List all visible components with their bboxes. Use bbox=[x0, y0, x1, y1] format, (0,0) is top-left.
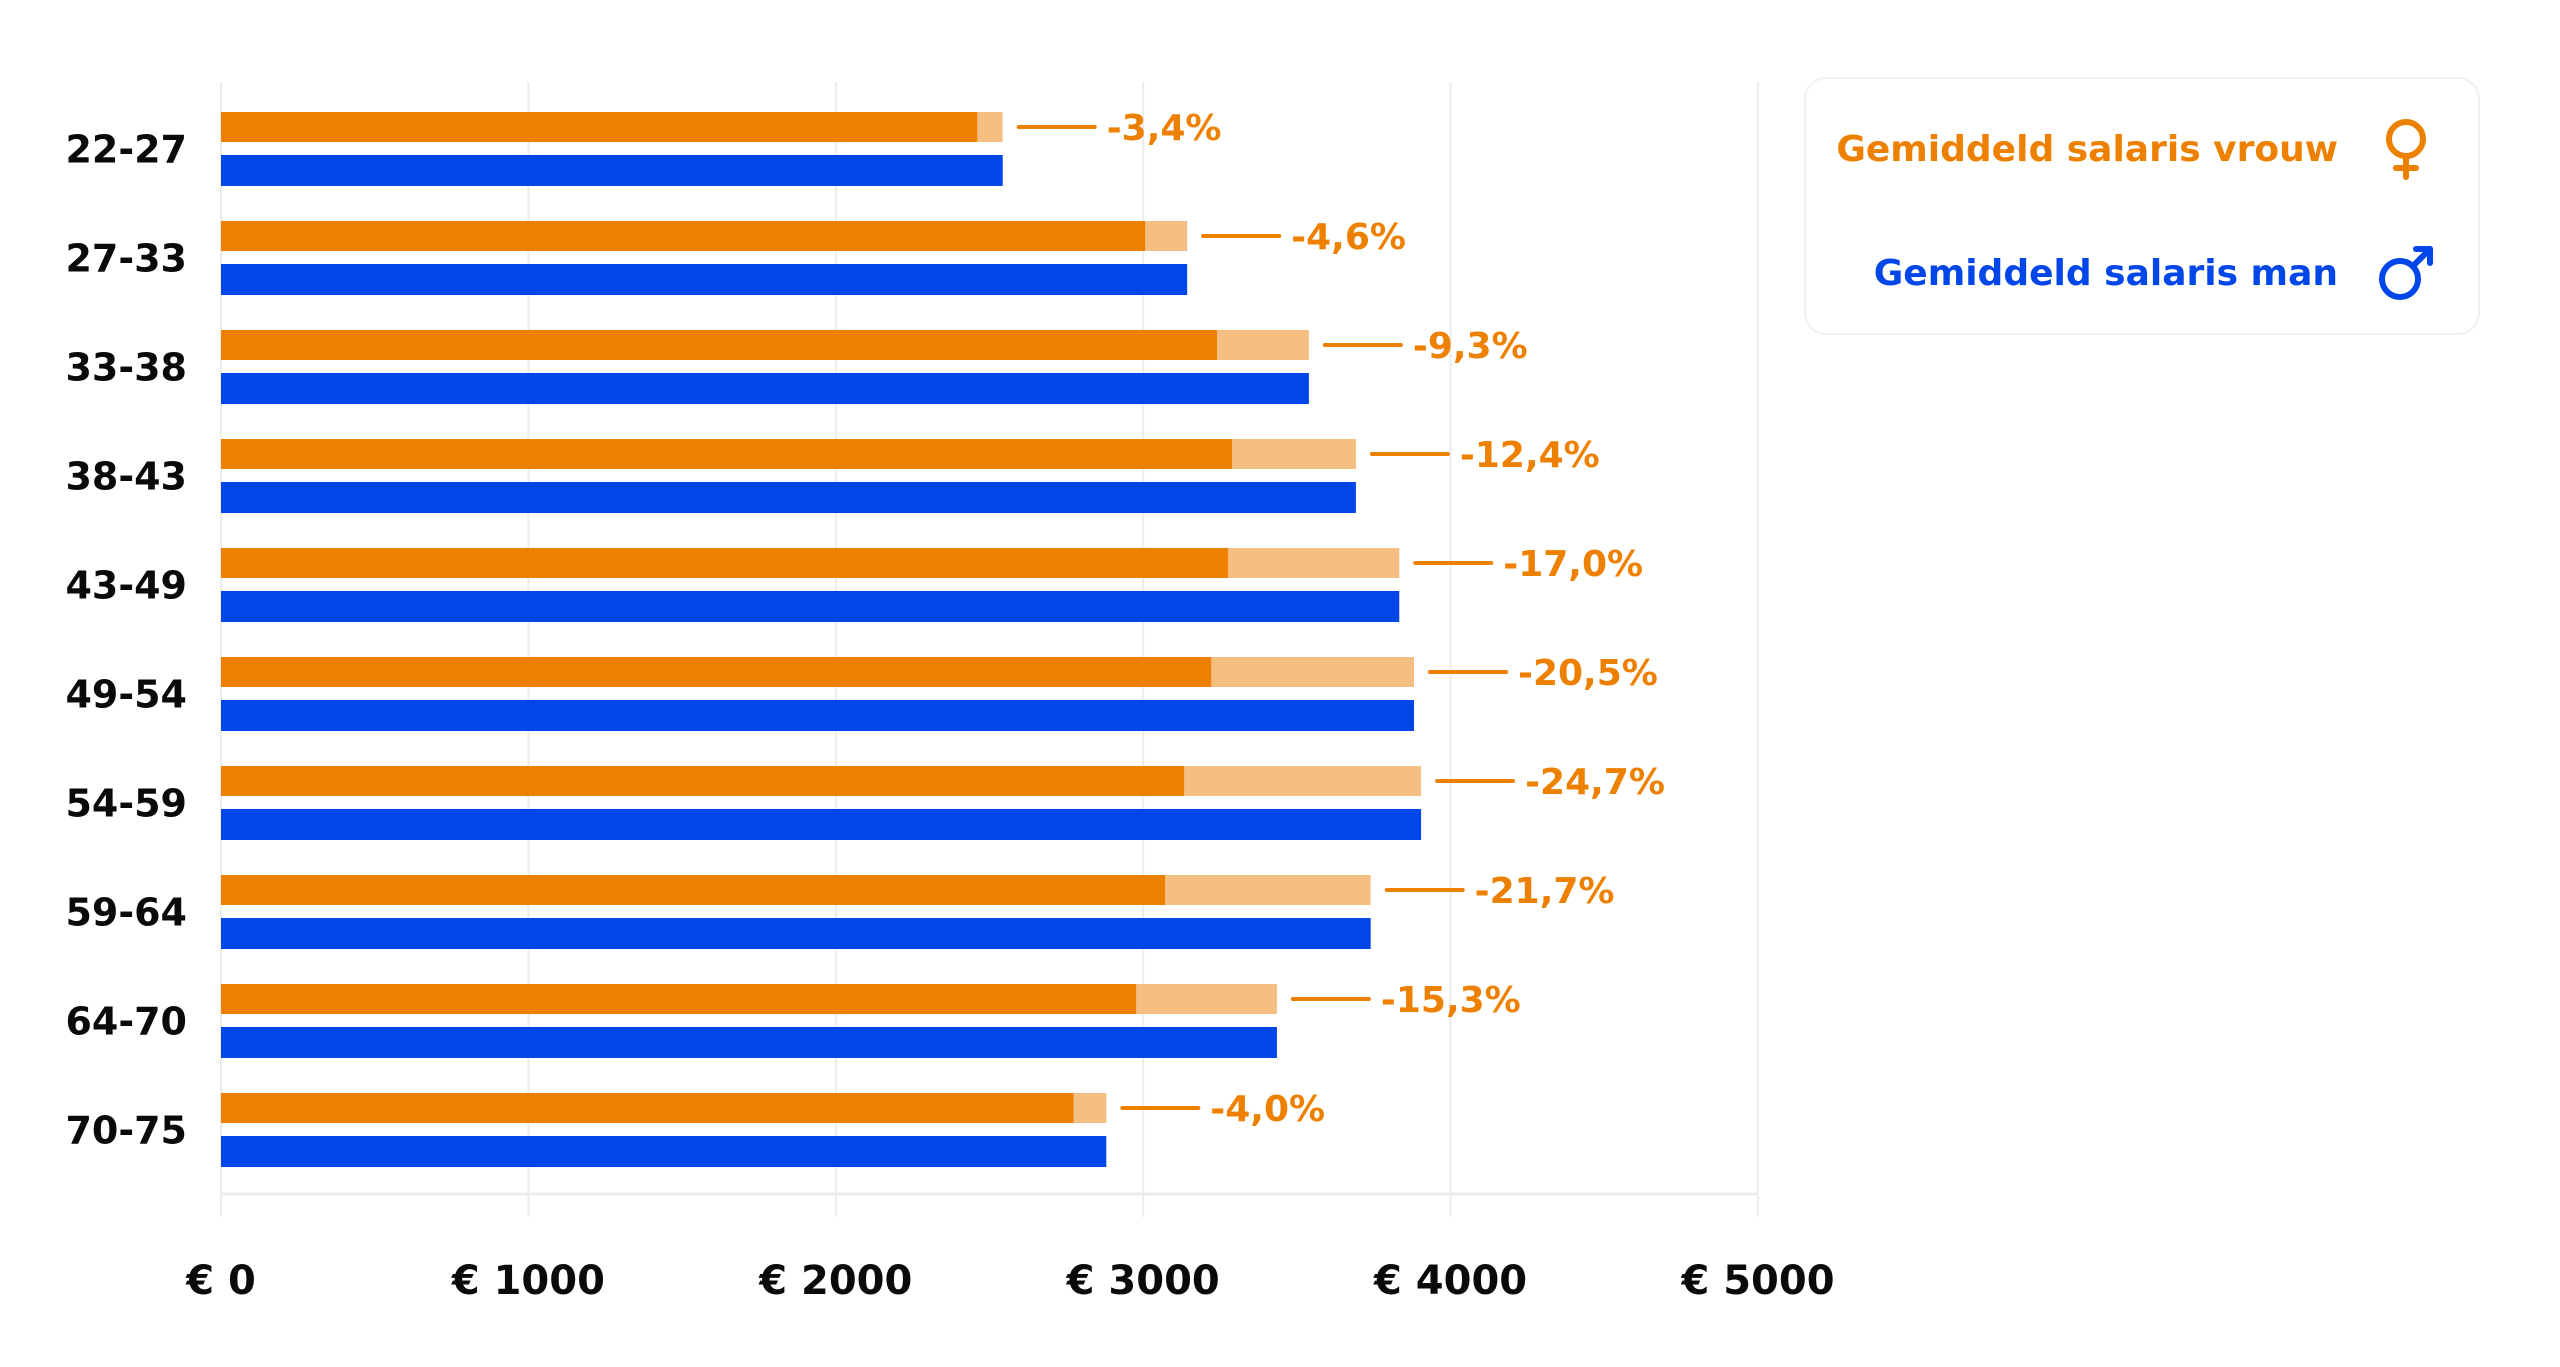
bar-female-70-75 bbox=[221, 1093, 1074, 1123]
category-label: 38-43 bbox=[65, 455, 187, 499]
bar-female-33-38 bbox=[221, 330, 1217, 360]
legend-label-male: Gemiddeld salaris man bbox=[1873, 252, 2338, 294]
gap-label: -12,4% bbox=[1460, 435, 1600, 476]
bar-male-59-64 bbox=[221, 918, 1371, 949]
category-label: 64-70 bbox=[65, 1000, 187, 1044]
x-axis-tick-labels: € 0 € 1000 € 2000 € 3000 € 4000 € 5000 bbox=[185, 1258, 1834, 1304]
bar-female-38-43 bbox=[221, 439, 1233, 469]
bar-male-49-54 bbox=[221, 700, 1415, 731]
bar-male-27-33 bbox=[221, 264, 1188, 295]
category-label: 27-33 bbox=[65, 237, 187, 281]
bar-female-64-70 bbox=[221, 984, 1137, 1014]
x-tick-label: € 2000 bbox=[758, 1258, 912, 1304]
female-symbol-icon bbox=[2386, 119, 2426, 180]
gap-label: -20,5% bbox=[1518, 653, 1658, 694]
male-symbol-icon bbox=[2379, 246, 2433, 300]
x-tick-label: € 4000 bbox=[1373, 1258, 1527, 1304]
bar-male-70-75 bbox=[221, 1136, 1107, 1167]
bar-female-49-54 bbox=[221, 657, 1212, 687]
bar-female-54-59 bbox=[221, 766, 1185, 796]
x-tick-label: € 1000 bbox=[451, 1258, 605, 1304]
x-tick-label: € 3000 bbox=[1066, 1258, 1220, 1304]
bar-male-54-59 bbox=[221, 809, 1422, 840]
bar-female-22-27 bbox=[221, 112, 978, 142]
x-tick-label: € 5000 bbox=[1680, 1258, 1834, 1304]
legend: Gemiddeld salaris vrouw Gemiddeld salari… bbox=[1804, 77, 2480, 335]
category-label: 22-27 bbox=[65, 128, 187, 172]
category-label: 43-49 bbox=[65, 564, 187, 608]
bars bbox=[221, 112, 1422, 1167]
category-axis-labels: 22-27 27-33 33-38 38-43 43-49 49-54 54-59 59-64… bbox=[65, 128, 187, 1153]
gap-label: -21,7% bbox=[1475, 871, 1615, 912]
gap-label: -4,0% bbox=[1210, 1089, 1325, 1130]
gap-label: -9,3% bbox=[1413, 326, 1528, 367]
bar-male-38-43 bbox=[221, 482, 1356, 513]
gap-label: -3,4% bbox=[1107, 108, 1222, 149]
x-tick-label: € 0 bbox=[185, 1258, 256, 1304]
gap-annotations: -3,4% -4,6% -9,3% -12,4% -17,0% -20,5% -24,7% -… bbox=[1016, 108, 1665, 1130]
category-label: 49-54 bbox=[65, 673, 187, 717]
bar-male-43-49 bbox=[221, 591, 1400, 622]
category-label: 54-59 bbox=[65, 782, 187, 826]
gap-label: -17,0% bbox=[1503, 544, 1643, 585]
category-label: 70-75 bbox=[65, 1109, 187, 1153]
legend-label-female: Gemiddeld salaris vrouw bbox=[1836, 128, 2338, 170]
category-label: 33-38 bbox=[65, 346, 187, 390]
bar-female-59-64 bbox=[221, 875, 1166, 905]
gap-label: -15,3% bbox=[1381, 980, 1521, 1021]
gap-label: -24,7% bbox=[1525, 762, 1665, 803]
gap-label: -4,6% bbox=[1291, 217, 1406, 258]
legend-item-female: Gemiddeld salaris vrouw bbox=[1836, 119, 2438, 180]
bar-male-22-27 bbox=[221, 155, 1003, 186]
legend-item-male: Gemiddeld salaris man bbox=[1874, 243, 2438, 303]
bar-female-43-49 bbox=[221, 548, 1229, 578]
bar-male-33-38 bbox=[221, 373, 1309, 404]
category-label: 59-64 bbox=[65, 891, 187, 935]
bar-male-64-70 bbox=[221, 1027, 1277, 1058]
bar-female-27-33 bbox=[221, 221, 1146, 251]
